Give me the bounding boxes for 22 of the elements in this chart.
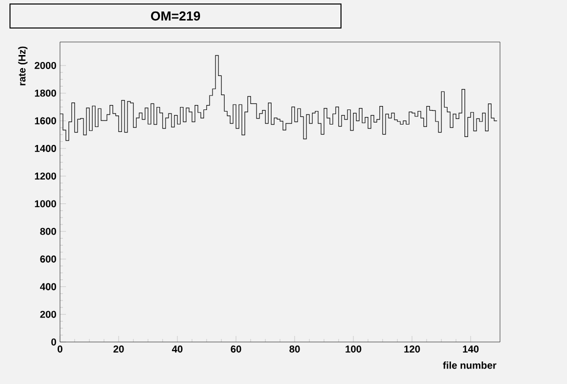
- x-tick-label: 0: [58, 346, 62, 353]
- y-tick-label: 1400: [34, 144, 56, 152]
- x-tick-label: 100: [346, 346, 362, 353]
- y-tick-label: 2000: [34, 62, 56, 70]
- x-tick-label: 80: [289, 346, 300, 353]
- y-tick-label: 0: [51, 338, 56, 346]
- x-tick-label: 140: [462, 346, 479, 353]
- y-tick-label: 200: [40, 310, 56, 318]
- chart-title: OM=219: [151, 11, 200, 21]
- y-tick-label: 800: [40, 228, 56, 235]
- y-tick-label: 1200: [34, 172, 56, 180]
- y-axis-title: rate (Hz): [18, 46, 28, 86]
- y-tick-label: 1600: [34, 117, 56, 124]
- y-tick-label: 600: [40, 256, 56, 263]
- x-tick-label: 20: [113, 346, 124, 353]
- y-tick-label: 1000: [34, 200, 56, 208]
- x-tick-label: 40: [172, 346, 182, 353]
- y-tick-label: 400: [40, 283, 56, 290]
- x-axis-title: file number: [442, 362, 496, 369]
- y-tick-label: 1800: [34, 90, 56, 97]
- x-tick-label: 120: [404, 346, 420, 353]
- x-tick-label: 60: [230, 346, 242, 353]
